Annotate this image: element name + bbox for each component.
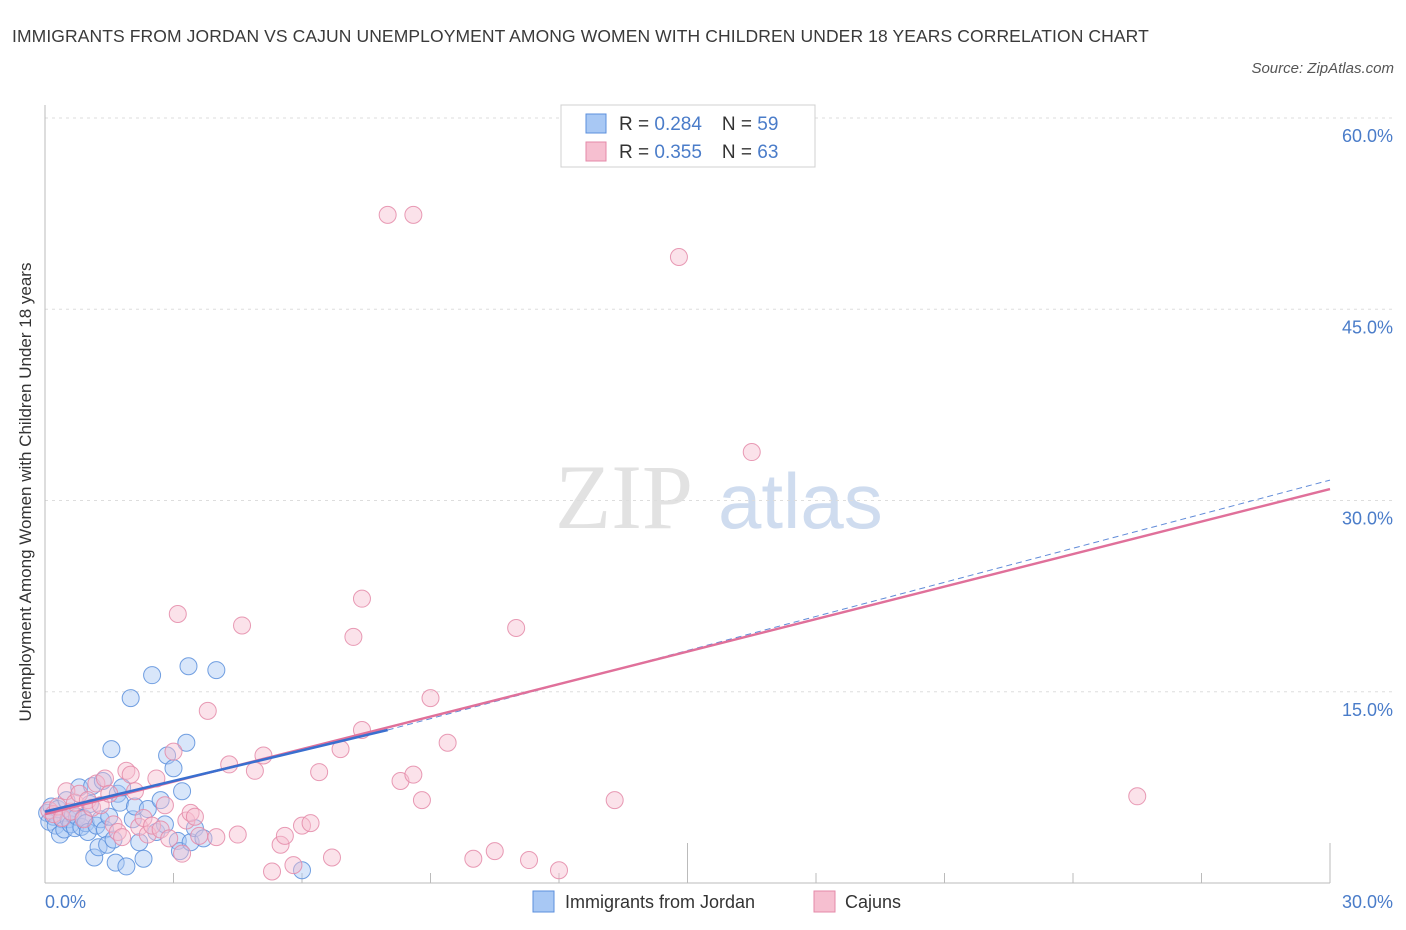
- jordan-point-49: [164, 759, 183, 778]
- legend-n-label-2: N =: [722, 142, 757, 163]
- jordan-point-37: [117, 857, 136, 876]
- cajun-point-63: [464, 849, 483, 868]
- bottom-legend-swatch-jordan: [532, 890, 555, 913]
- series-cajun-points: [40, 205, 1147, 881]
- jordan-point-38: [121, 689, 140, 708]
- cajun-point-44: [263, 862, 282, 881]
- cajun-point-58: [404, 765, 423, 784]
- gridlines: [45, 117, 1392, 693]
- legend-r-value-1: 0.284: [654, 114, 702, 135]
- jordan-point-44: [143, 666, 162, 685]
- cajun-point-35: [185, 807, 204, 826]
- jordan-point-59: [293, 861, 311, 880]
- legend-n-value-2: 63: [757, 142, 778, 163]
- trend-lines: [44, 479, 1331, 816]
- cajun-point-14: [95, 769, 114, 788]
- cajun-point-31: [168, 604, 187, 623]
- watermark-zip: ZIP: [555, 446, 693, 548]
- cajun-point-68: [605, 791, 624, 810]
- bottom-legend-label-cajun: Cajuns: [845, 892, 901, 912]
- cajun-point-42: [245, 761, 264, 780]
- x-tick-label-min: 0.0%: [45, 892, 86, 912]
- legend-r-value-2: 0.355: [654, 142, 702, 163]
- cajun-point-12: [87, 774, 106, 793]
- cajun-point-46: [275, 826, 294, 845]
- cajun-point-62: [438, 733, 457, 752]
- cajun-point-37: [198, 701, 217, 720]
- series-legend: Immigrants from Jordan Cajuns: [532, 890, 901, 913]
- watermark: ZIP atlas: [555, 446, 883, 548]
- x-tick-labels: 0.0% 30.0%: [45, 892, 1393, 912]
- legend-n-value-1: 59: [757, 114, 778, 135]
- bottom-legend-label-jordan: Immigrants from Jordan: [565, 892, 755, 912]
- legend-row-2-text: R = 0.355 N = 63: [619, 142, 778, 163]
- jordan-point-53: [177, 733, 196, 752]
- y-tick-labels: 15.0% 30.0% 45.0% 60.0%: [1342, 126, 1393, 720]
- correlation-legend: R = 0.284 N = 59 R = 0.355 N = 63: [560, 104, 816, 168]
- legend-r-label-1: R =: [619, 114, 654, 135]
- source-label: Source: ZipAtlas.com: [1251, 60, 1394, 77]
- cajun-point-70: [742, 443, 761, 462]
- legend-r-label-2: R =: [619, 142, 654, 163]
- jordan-point-52: [173, 782, 192, 801]
- jordan-point-51: [170, 842, 189, 861]
- jordan-point-43: [138, 800, 157, 819]
- cajun-point-49: [301, 814, 320, 833]
- legend-swatch-jordan: [585, 113, 607, 134]
- y-tick-label-3: 45.0%: [1342, 317, 1393, 337]
- chart-title: IMMIGRANTS FROM JORDAN VS CAJUN UNEMPLOY…: [12, 26, 1149, 46]
- legend-row-1-text: R = 0.284 N = 59: [619, 114, 778, 135]
- y-tick-label-1: 15.0%: [1342, 700, 1393, 720]
- cajun-point-67: [550, 861, 568, 880]
- cajun-point-38: [207, 828, 226, 847]
- cajun-point-64: [485, 842, 504, 861]
- cajun-point-30: [164, 742, 183, 761]
- cajun-point-56: [378, 205, 397, 224]
- axes: [44, 105, 1331, 884]
- jordan-point-54: [179, 657, 198, 676]
- jordan-point-42: [134, 849, 153, 868]
- bottom-legend-swatch-cajun: [813, 890, 836, 913]
- x-tick-label-max: 30.0%: [1342, 892, 1393, 912]
- cajun-point-18: [113, 828, 132, 847]
- cajun-point-69: [669, 247, 688, 266]
- cajun-point-65: [507, 619, 526, 637]
- cajun-point-61: [421, 689, 440, 708]
- cajun-point-20: [121, 765, 140, 784]
- cajun-point-28: [155, 796, 174, 815]
- jordan-point-33: [106, 853, 125, 872]
- y-tick-label-4: 60.0%: [1342, 126, 1393, 146]
- y-tick-label-2: 30.0%: [1342, 509, 1393, 529]
- cajun-point-66: [520, 851, 539, 870]
- cajun-point-50: [310, 763, 329, 782]
- legend-n-label-1: N =: [722, 114, 757, 135]
- cajun-point-36: [190, 826, 209, 845]
- cajun-point-25: [143, 816, 162, 835]
- jordan-trend-line: [44, 728, 388, 813]
- cajun-point-32: [173, 844, 192, 863]
- cajun-point-59: [412, 791, 431, 810]
- cajun-point-54: [352, 589, 371, 608]
- cajun-point-53: [344, 627, 363, 646]
- cajun-point-60: [404, 205, 423, 224]
- cajun-point-71: [1128, 787, 1147, 806]
- legend-swatch-cajun: [585, 141, 607, 162]
- jordan-point-31: [102, 740, 121, 759]
- jordan-point-23: [85, 848, 104, 867]
- cajun-point-51: [322, 848, 341, 867]
- cajun-point-47: [284, 856, 303, 875]
- cajun-point-29: [160, 829, 179, 848]
- cajun-point-41: [233, 616, 252, 635]
- cajun-point-45: [271, 835, 290, 854]
- jordan-point-58: [207, 661, 226, 680]
- cajun-point-40: [228, 825, 247, 844]
